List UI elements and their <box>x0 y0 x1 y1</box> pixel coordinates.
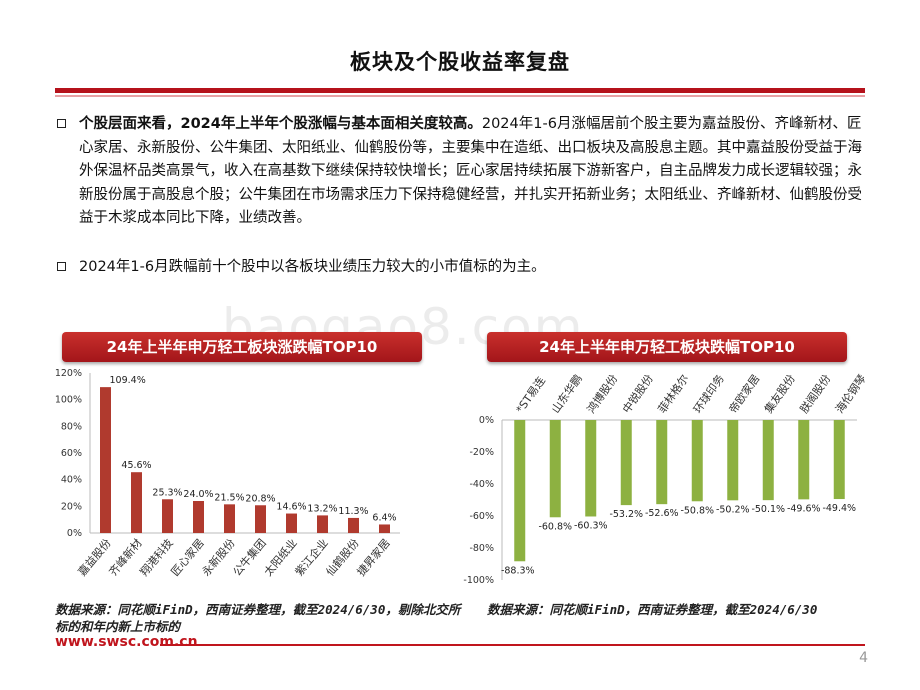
square-bullet-icon <box>57 262 66 271</box>
chart2-source: 数据来源：同花顺iFinD，西南证券整理，截至2024/6/30 <box>487 602 818 617</box>
chart1-x-tick: 匠心家居 <box>168 536 207 579</box>
chart2-y-tick: 0% <box>479 415 494 426</box>
chart2-bar <box>798 420 810 500</box>
chart2-bar <box>585 420 597 517</box>
square-bullet-icon <box>57 119 66 128</box>
footer-url[interactable]: www.swsc.com.cn <box>55 634 198 650</box>
chart1-bar <box>224 504 235 533</box>
chart1-bar <box>379 524 390 533</box>
chart2-x-tick: 中锐股份 <box>619 372 656 416</box>
chart2-x-tick: 朕阁股份 <box>797 372 834 416</box>
chart1-source: 数据来源：同花顺iFinD，西南证券整理，截至2024/6/30，剔除北交所标的… <box>55 602 461 634</box>
chart2-data-label: -49.6% <box>787 503 821 514</box>
chart1-bar <box>255 505 266 533</box>
chart2-data-label: -53.2% <box>609 509 643 520</box>
chart2-data-label: -52.6% <box>645 508 679 519</box>
chart1-x-tick: 永新股份 <box>199 536 238 579</box>
chart1-y-tick: 60% <box>61 448 82 459</box>
chart1-bar <box>162 499 173 533</box>
chart2-data-label: -49.4% <box>822 503 856 514</box>
chart1-x-tick: 仙鹤股份 <box>323 536 362 579</box>
chart2-x-tick: 环球印务 <box>690 372 727 416</box>
chart2-data-label: -60.3% <box>574 520 608 531</box>
chart2-x-tick: 山东华鹏 <box>548 372 585 416</box>
chart1-y-tick: 0% <box>67 528 82 539</box>
chart1-data-label: 109.4% <box>110 375 146 386</box>
chart2-data-label: -88.3% <box>501 565 535 576</box>
chart1-x-tick: 嘉益股份 <box>75 536 114 579</box>
chart1-bar <box>100 387 111 533</box>
bullet-2: 2024年1-6月跌幅前十个股中以各板块业绩压力较大的小市值标的为主。 <box>55 256 870 280</box>
chart1-bar <box>317 515 328 533</box>
chart2-x-tick: 海伦钢琴 <box>832 372 869 416</box>
chart1-data-label: 45.6% <box>121 460 151 471</box>
chart2-y-tick: -80% <box>469 543 494 554</box>
chart1-data-label: 20.8% <box>245 493 275 504</box>
chart1-data-label: 13.2% <box>307 503 337 514</box>
chart2-y-tick: -60% <box>469 511 494 522</box>
chart1-x-tick: 翔港科技 <box>137 536 176 579</box>
chart2-title: 24年上半年申万轻工板块跌幅TOP10 <box>487 332 847 362</box>
chart1-data-label: 21.5% <box>214 492 244 503</box>
bullet-2-text: 2024年1-6月跌幅前十个股中以各板块业绩压力较大的小市值标的为主。 <box>79 259 546 275</box>
chart2-bar <box>833 420 845 500</box>
chart1-y-tick: 20% <box>61 501 82 512</box>
chart1-x-tick: 公牛集团 <box>230 536 269 579</box>
chart2-bar <box>762 420 774 501</box>
bullet-1-text: 2024年1-6月涨幅居前个股主要为嘉益股份、齐峰新材、匠心家居、永新股份、公牛… <box>79 116 862 226</box>
chart1-data-label: 24.0% <box>183 489 213 500</box>
chart1-y-tick: 120% <box>55 368 82 379</box>
page-number: 4 <box>859 650 868 666</box>
chart2-x-tick: 集友股份 <box>761 372 798 416</box>
chart2-x-tick: *ST易连 <box>514 375 548 416</box>
bullet-1: 个股层面来看，2024年上半年个股涨幅与基本面相关度较高。2024年1-6月涨幅… <box>55 113 870 231</box>
chart2-data-label: -50.8% <box>680 505 714 516</box>
chart1-bar <box>131 472 142 533</box>
chart1-data-label: 6.4% <box>372 512 396 523</box>
chart2-x-tick: 帝欧家居 <box>726 372 763 416</box>
chart2-bar <box>620 420 632 506</box>
chart1-x-tick: 紫江企业 <box>292 536 331 579</box>
chart1-data-label: 25.3% <box>152 487 182 498</box>
chart2-bar <box>514 420 526 562</box>
chart1-x-tick: 太阳纸业 <box>262 537 300 579</box>
chart1-y-tick: 80% <box>61 421 82 432</box>
chart1-y-tick: 40% <box>61 475 82 486</box>
chart1-title: 24年上半年申万轻工板块涨跌幅TOP10 <box>62 332 422 362</box>
chart2-bar <box>691 420 703 502</box>
chart2-bar <box>727 420 739 501</box>
chart1-x-tick: 齐峰新材 <box>106 536 145 579</box>
page-title: 板块及个股收益率复盘 <box>350 50 570 74</box>
chart1-data-label: 14.6% <box>276 502 306 513</box>
chart1-bar <box>193 501 204 533</box>
chart2-data-label: -50.2% <box>716 504 750 515</box>
title-rule-light <box>55 95 865 97</box>
chart2-data-label: -50.1% <box>751 504 785 515</box>
footer-rule <box>160 644 865 646</box>
chart1-x-tick: 捷昇家居 <box>354 536 393 579</box>
chart2-bar <box>549 420 561 518</box>
title-rule <box>55 88 865 93</box>
chart1-y-tick: 100% <box>55 395 82 406</box>
bullet-1-bold: 个股层面来看，2024年上半年个股涨幅与基本面相关度较高。 <box>79 116 482 132</box>
chart2-x-tick: 鸿博股份 <box>584 372 621 416</box>
chart1-bar <box>286 513 297 533</box>
chart2-y-tick: -40% <box>469 479 494 490</box>
chart1-data-label: 11.3% <box>338 506 368 517</box>
chart2-data-label: -60.8% <box>538 521 572 532</box>
chart2-y-tick: -100% <box>463 575 494 586</box>
chart1-bar <box>348 517 359 533</box>
chart2-x-tick: 菲林格尔 <box>655 372 692 416</box>
chart2-y-tick: -20% <box>469 447 494 458</box>
chart2-bar <box>656 420 668 505</box>
